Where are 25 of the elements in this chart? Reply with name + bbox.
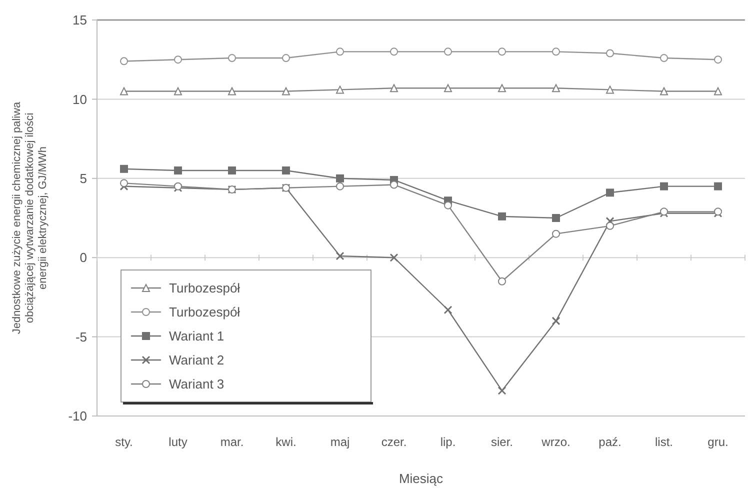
x-tick-label: sier. bbox=[490, 435, 514, 449]
x-tick-label: sty. bbox=[115, 435, 133, 449]
x-tick-label: mar. bbox=[220, 435, 244, 449]
x-tick-label: gru. bbox=[708, 435, 728, 449]
x-tick-label: kwi. bbox=[276, 435, 296, 449]
x-tick-label: lip. bbox=[440, 435, 456, 449]
x-tick-label: list. bbox=[655, 435, 673, 449]
legend-label: Wariant 2 bbox=[169, 352, 224, 368]
y-tick-label: 15 bbox=[72, 12, 87, 28]
x-tick-label: maj bbox=[330, 435, 350, 449]
y-tick-label: -10 bbox=[68, 408, 87, 424]
x-tick-label: czer. bbox=[381, 435, 407, 449]
legend-label: Wariant 3 bbox=[169, 376, 224, 392]
legend-label: Wariant 1 bbox=[169, 328, 224, 344]
y-tick-label: 5 bbox=[80, 170, 87, 186]
y-axis-title: Jednostkowe zużycie energii chemicznej paliwa obciążającej wytwarzanie dodatkowej ilości energii elektrycznej, GJ/MWh bbox=[11, 100, 49, 334]
y-tick-label: 0 bbox=[80, 250, 87, 266]
legend-label: Turbozespół bbox=[169, 280, 240, 296]
legend-label: Turbozespół bbox=[169, 304, 240, 320]
x-tick-label: paź. bbox=[598, 435, 622, 449]
x-axis-title: Miesiąc bbox=[398, 471, 444, 486]
x-tick-label: luty bbox=[168, 435, 188, 449]
x-tick-label: wrzo. bbox=[540, 435, 570, 449]
y-tick-label: -5 bbox=[75, 329, 87, 344]
y-tick-label: 10 bbox=[72, 92, 87, 107]
